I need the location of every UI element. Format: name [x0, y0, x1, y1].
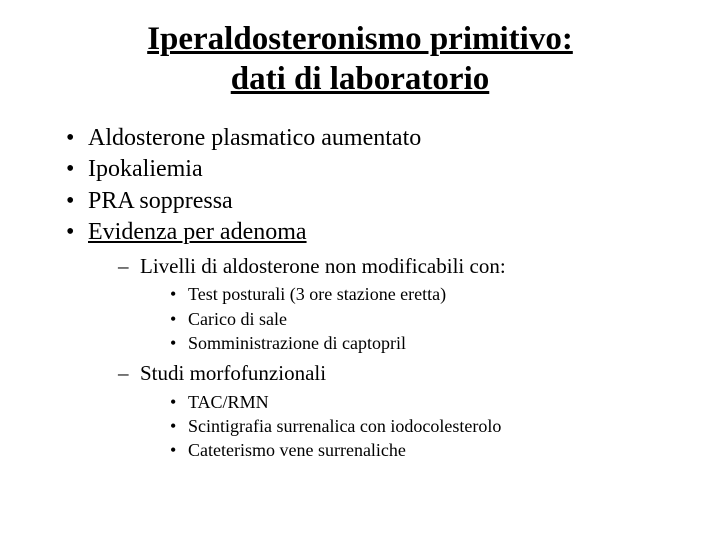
- list-item: Evidenza per adenoma Livelli di aldoster…: [60, 217, 660, 463]
- list-item: TAC/RMN: [170, 390, 660, 414]
- list-item: PRA soppressa: [60, 186, 660, 217]
- bullet-list-level3: Test posturali (3 ore stazione eretta) C…: [140, 282, 660, 355]
- item-text: Ipokaliemia: [88, 156, 203, 182]
- item-text: Carico di sale: [188, 309, 287, 329]
- bullet-list-level3: TAC/RMN Scintigrafia surrenalica con iod…: [140, 390, 660, 463]
- list-item: Cateterismo vene surrenaliche: [170, 438, 660, 462]
- list-item: Studi morfofunzionali TAC/RMN Scintigraf…: [118, 359, 660, 462]
- list-item: Aldosterone plasmatico aumentato: [60, 123, 660, 154]
- bullet-list-level2: Livelli di aldosterone non modificabili …: [88, 252, 660, 462]
- list-item: Scintigrafia surrenalica con iodocoleste…: [170, 414, 660, 438]
- item-text: Cateterismo vene surrenaliche: [188, 440, 406, 460]
- item-text: Somministrazione di captopril: [188, 333, 406, 353]
- item-text: PRA soppressa: [88, 188, 233, 214]
- list-item: Somministrazione di captopril: [170, 331, 660, 355]
- item-text: Studi morfofunzionali: [140, 361, 326, 385]
- item-text: Test posturali (3 ore stazione eretta): [188, 284, 446, 304]
- list-item: Carico di sale: [170, 307, 660, 331]
- slide-title: Iperaldosteronismo primitivo: dati di la…: [60, 20, 660, 99]
- list-item: Ipokaliemia: [60, 154, 660, 185]
- item-text: Scintigrafia surrenalica con iodocoleste…: [188, 416, 501, 436]
- bullet-list-level1: Aldosterone plasmatico aumentato Ipokali…: [60, 123, 660, 462]
- item-text: TAC/RMN: [188, 392, 269, 412]
- item-text: Livelli di aldosterone non modificabili …: [140, 254, 506, 278]
- list-item: Livelli di aldosterone non modificabili …: [118, 252, 660, 355]
- item-text: Evidenza per adenoma: [88, 219, 307, 245]
- title-line-1: Iperaldosteronismo primitivo:: [147, 21, 573, 57]
- list-item: Test posturali (3 ore stazione eretta): [170, 282, 660, 306]
- item-text: Aldosterone plasmatico aumentato: [88, 125, 421, 151]
- title-line-2: dati di laboratorio: [231, 61, 490, 97]
